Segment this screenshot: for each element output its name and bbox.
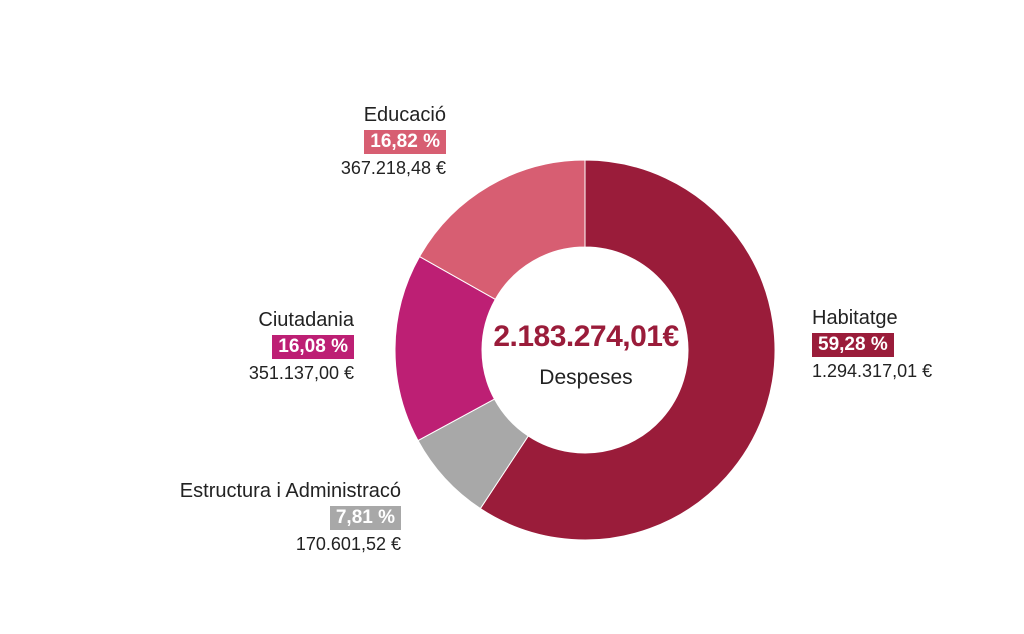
slice-name: Ciutadania bbox=[258, 309, 354, 331]
label-habitatge: Habitatge 59,28 % 1.294.317,01 € bbox=[812, 307, 932, 382]
slice-amount: 367.218,48 € bbox=[340, 158, 446, 178]
label-ciutadania: Ciutadania 16,08 % 351.137,00 € bbox=[249, 309, 354, 384]
slice-name: Estructura i Administracó bbox=[179, 480, 401, 502]
slice-amount: 170.601,52 € bbox=[295, 534, 401, 554]
percent-badge: 59,28 % bbox=[812, 333, 894, 357]
label-educacio: Educació 16,82 % 367.218,48 € bbox=[341, 104, 446, 179]
slice-amount: 1.294.317,01 € bbox=[812, 361, 933, 381]
percent-badge: 16,08 % bbox=[272, 335, 354, 359]
donut-slice-educaci- bbox=[418, 159, 586, 301]
center-total: 2.183.274,01€ bbox=[493, 320, 679, 353]
slice-name: Educació bbox=[363, 104, 446, 126]
slice-amount: 351.137,00 € bbox=[248, 363, 354, 383]
label-estructura: Estructura i Administracó 7,81 % 170.601… bbox=[180, 480, 401, 555]
donut-slice-habitatge bbox=[479, 159, 776, 541]
percent-badge: 7,81 % bbox=[329, 506, 401, 530]
slice-name: Habitatge bbox=[812, 307, 898, 329]
percent-badge: 16,82 % bbox=[364, 130, 446, 154]
center-label: Despeses bbox=[539, 366, 633, 389]
